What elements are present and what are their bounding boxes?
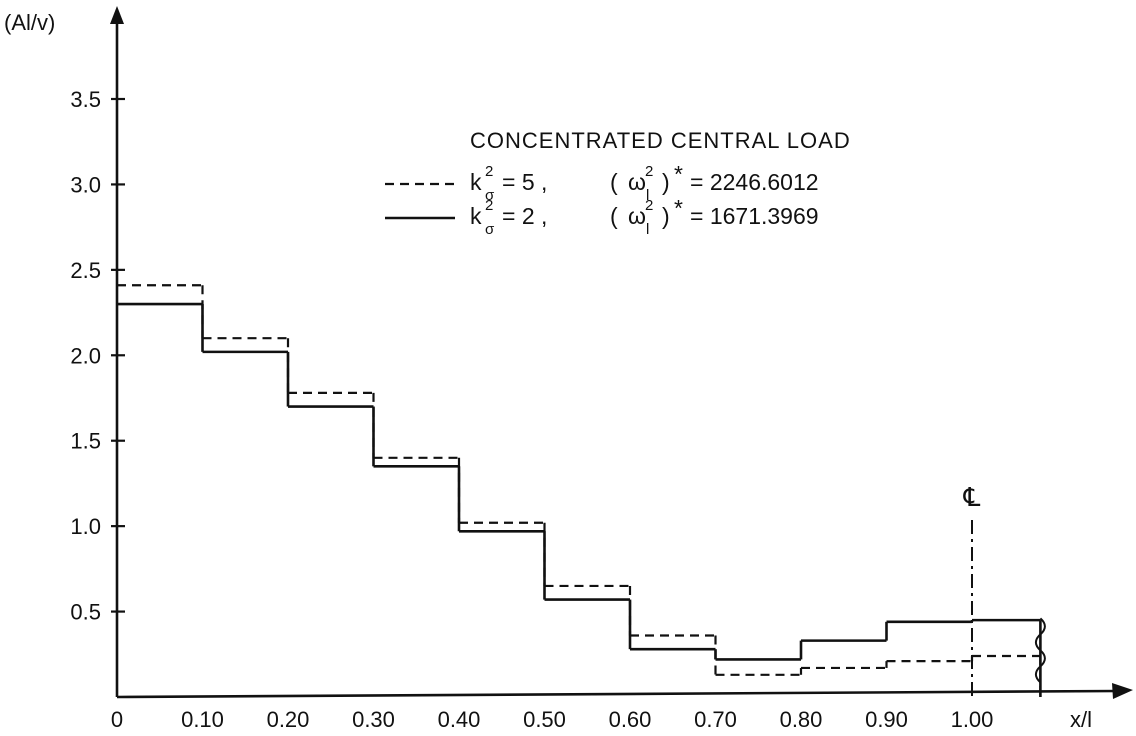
y-tick-label: 1.0 bbox=[70, 514, 101, 539]
x-tick-label: 0.20 bbox=[267, 707, 310, 732]
legend-k-symbol: k bbox=[470, 169, 482, 195]
y-tick-label: 3.5 bbox=[70, 87, 101, 112]
y-axis-arrow bbox=[110, 6, 124, 24]
x-tick-label: 0.70 bbox=[694, 707, 737, 732]
x-tick-label: 0 bbox=[111, 707, 123, 732]
x-axis-line bbox=[116, 689, 1119, 699]
series-dashed bbox=[117, 284, 1042, 697]
break-mark bbox=[1034, 617, 1046, 684]
legend: k 2 σ = 5 , ( ω 2 l ) * = 2246.6012 k 2 … bbox=[385, 161, 819, 238]
legend-star: * bbox=[674, 161, 683, 187]
legend-k-superscript: 2 bbox=[485, 197, 493, 214]
legend-omega-subscript: l bbox=[646, 221, 649, 238]
y-tick-label: 1.5 bbox=[70, 429, 101, 454]
x-tick-label: 1.00 bbox=[951, 707, 994, 732]
y-tick-label: 2.5 bbox=[70, 258, 101, 283]
legend-k-value: = 5 , bbox=[502, 169, 547, 195]
x-axis-arrow bbox=[1112, 683, 1133, 699]
y-tick-label: 2.0 bbox=[70, 343, 101, 368]
x-tick-label: 0.30 bbox=[352, 707, 395, 732]
legend-entry-dashed: k 2 σ = 5 , ( ω 2 l ) * = 2246.6012 bbox=[385, 161, 819, 204]
legend-omega-symbol: ω bbox=[628, 203, 646, 229]
legend-omega-superscript: 2 bbox=[645, 197, 653, 214]
x-tick-label: 0.90 bbox=[865, 707, 908, 732]
legend-omega-superscript: 2 bbox=[645, 163, 653, 180]
x-axis-label: x/l bbox=[1070, 707, 1092, 732]
chart-title: CONCENTRATED CENTRAL LOAD bbox=[470, 128, 851, 153]
x-tick-label: 0.60 bbox=[609, 707, 652, 732]
y-tick-label: 3.0 bbox=[70, 172, 101, 197]
x-axis-ticks: 0 0.10 0.20 0.30 0.40 0.50 0.60 0.70 0.80 0.90 1.0… bbox=[111, 707, 994, 732]
y-tick-label: 0.5 bbox=[70, 600, 101, 625]
series-layer bbox=[117, 284, 1046, 697]
x-tick-label: 0.40 bbox=[438, 707, 481, 732]
legend-k-subscript: σ bbox=[485, 221, 495, 238]
legend-k-subscript: σ bbox=[485, 187, 495, 204]
x-tick-label: 0.10 bbox=[181, 707, 224, 732]
y-axis-label: (Al/v) bbox=[4, 10, 55, 35]
series-solid bbox=[117, 302, 1042, 697]
x-tick-label: 0.80 bbox=[780, 707, 823, 732]
legend-entry-solid: k 2 σ = 2 , ( ω 2 l ) * = 1671.3969 bbox=[385, 195, 819, 238]
legend-omega-close: ) bbox=[662, 203, 670, 229]
centerline-marker: ℄ bbox=[963, 482, 981, 697]
x-tick-label: 0.50 bbox=[523, 707, 566, 732]
centerline-symbol: ℄ bbox=[963, 482, 981, 512]
legend-omega-subscript: l bbox=[646, 187, 649, 204]
legend-omega-open: ( bbox=[610, 169, 618, 195]
legend-k-symbol: k bbox=[470, 203, 482, 229]
legend-k-superscript: 2 bbox=[485, 163, 493, 180]
legend-omega-value: = 1671.3969 bbox=[690, 203, 819, 229]
legend-omega-close: ) bbox=[662, 169, 670, 195]
legend-star: * bbox=[674, 195, 683, 221]
legend-k-value: = 2 , bbox=[502, 203, 547, 229]
legend-omega-open: ( bbox=[610, 203, 618, 229]
legend-omega-value: = 2246.6012 bbox=[690, 169, 819, 195]
y-axis-ticks: 0.5 1.0 1.5 2.0 2.5 3.0 3.5 bbox=[70, 87, 125, 625]
legend-omega-symbol: ω bbox=[628, 169, 646, 195]
